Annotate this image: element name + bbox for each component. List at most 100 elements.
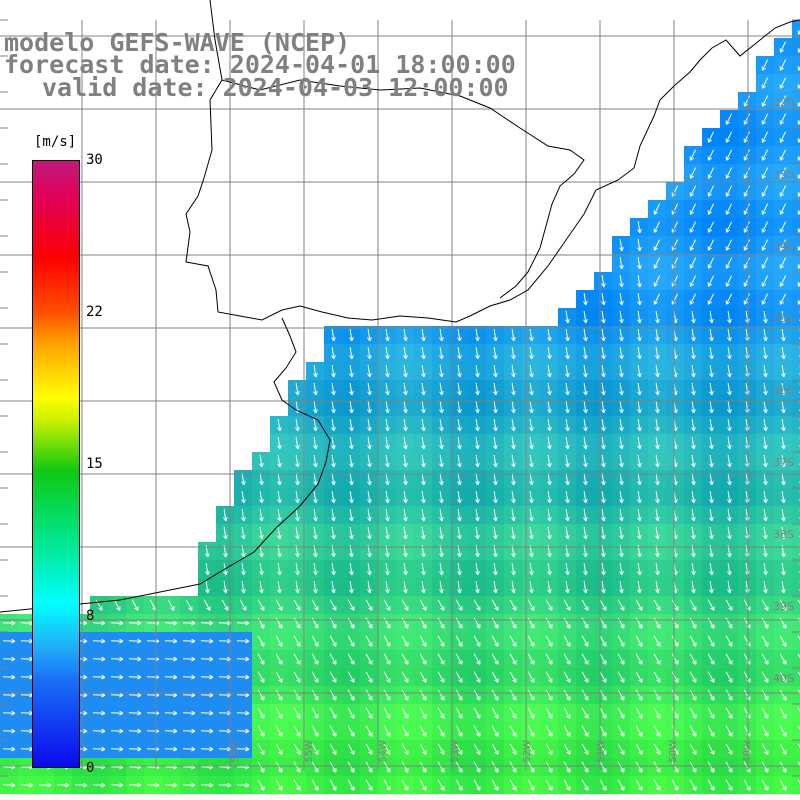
wind-arrow bbox=[653, 671, 661, 683]
wind-arrow bbox=[781, 383, 786, 396]
wind-arrow bbox=[491, 653, 499, 665]
wind-arrow bbox=[293, 743, 301, 755]
wind-arrow bbox=[617, 761, 625, 773]
wind-arrow bbox=[385, 455, 390, 468]
wind-arrow bbox=[277, 437, 282, 450]
wind-arrow bbox=[473, 599, 481, 611]
wind-arrow bbox=[725, 131, 733, 143]
wind-arrow bbox=[421, 491, 426, 504]
wind-arrow bbox=[419, 707, 427, 719]
wind-arrow bbox=[725, 779, 733, 791]
wind-arrow bbox=[439, 419, 444, 432]
wind-arrow bbox=[331, 491, 336, 504]
wind-arrow bbox=[182, 674, 196, 680]
wind-arrow bbox=[565, 473, 570, 486]
wind-arrow bbox=[637, 365, 642, 378]
wind-arrow bbox=[511, 365, 516, 378]
wind-arrow bbox=[293, 671, 301, 683]
wind-arrow bbox=[761, 671, 769, 683]
wind-arrow bbox=[439, 329, 444, 342]
wind-arrow bbox=[527, 761, 535, 773]
wind-arrow bbox=[725, 203, 733, 215]
wind-arrow bbox=[509, 761, 517, 773]
wind-arrow bbox=[581, 779, 589, 791]
wind-arrow bbox=[403, 329, 408, 342]
wind-arrow bbox=[583, 347, 588, 360]
wind-arrow bbox=[347, 761, 355, 773]
wind-arrow bbox=[637, 509, 642, 522]
wind-arrow bbox=[709, 563, 714, 576]
wind-arrow bbox=[385, 509, 390, 522]
wind-arrow bbox=[457, 329, 462, 342]
wind-speed-cell bbox=[792, 290, 800, 308]
wind-arrow bbox=[331, 329, 336, 342]
wind-arrow bbox=[259, 509, 264, 522]
wind-arrow bbox=[421, 365, 426, 378]
wind-arrow bbox=[727, 401, 732, 414]
wind-speed-cell bbox=[792, 56, 800, 74]
wind-arrow bbox=[637, 293, 642, 306]
wind-arrow bbox=[547, 509, 552, 522]
wind-arrow bbox=[601, 347, 606, 360]
wind-arrow bbox=[637, 221, 642, 234]
wind-arrow bbox=[743, 293, 751, 305]
wind-arrow bbox=[275, 743, 283, 755]
wind-arrow bbox=[727, 329, 732, 342]
wind-arrow bbox=[493, 527, 498, 540]
wind-arrow bbox=[547, 401, 552, 414]
wind-arrow bbox=[779, 635, 787, 647]
wind-arrow bbox=[475, 347, 480, 360]
wind-arrow bbox=[311, 617, 319, 629]
wind-arrow bbox=[385, 437, 390, 450]
wind-arrow bbox=[182, 710, 196, 716]
wind-arrow bbox=[619, 239, 624, 252]
wind-speed-cell bbox=[792, 650, 800, 668]
forecast-date: forecast date: 2024-04-01 18:00:00 bbox=[4, 50, 516, 79]
wind-arrow bbox=[457, 365, 462, 378]
wind-arrow bbox=[547, 491, 552, 504]
wind-arrow bbox=[545, 689, 553, 701]
wind-arrow bbox=[439, 473, 444, 486]
wind-arrow bbox=[295, 563, 300, 576]
wind-arrow bbox=[275, 653, 283, 665]
wind-arrow bbox=[419, 617, 427, 629]
wind-arrow bbox=[511, 347, 516, 360]
wind-arrow bbox=[599, 671, 607, 683]
wind-arrow bbox=[565, 383, 570, 396]
wind-arrow bbox=[421, 563, 426, 576]
wind-arrow bbox=[293, 635, 301, 647]
wind-arrow bbox=[365, 635, 373, 647]
wind-arrow bbox=[763, 581, 768, 594]
wind-arrow bbox=[725, 221, 733, 233]
wind-arrow bbox=[200, 692, 214, 698]
wind-arrow bbox=[367, 383, 372, 396]
wind-arrow bbox=[655, 581, 660, 594]
wind-arrow bbox=[437, 743, 445, 755]
wind-arrow bbox=[457, 473, 462, 486]
wind-arrow bbox=[781, 509, 786, 522]
wind-arrow bbox=[619, 257, 624, 270]
wind-arrow bbox=[653, 203, 661, 215]
wind-arrow bbox=[349, 473, 354, 486]
wind-arrow bbox=[797, 617, 800, 623]
wind-arrow bbox=[655, 437, 660, 450]
wind-arrow bbox=[655, 365, 660, 378]
wind-arrow bbox=[457, 347, 462, 360]
wind-arrow bbox=[761, 77, 769, 89]
wind-arrow bbox=[385, 563, 390, 576]
wind-arrow bbox=[164, 638, 178, 644]
wind-arrow bbox=[707, 275, 715, 287]
lat-label: 36S bbox=[773, 384, 794, 397]
wind-arrow bbox=[529, 509, 534, 522]
wind-arrow bbox=[583, 509, 588, 522]
wind-arrow bbox=[277, 527, 282, 540]
wind-arrow bbox=[725, 257, 733, 269]
wind-arrow bbox=[491, 617, 499, 629]
wind-arrow bbox=[493, 401, 498, 414]
wind-arrow bbox=[205, 563, 210, 576]
wind-arrow bbox=[797, 173, 800, 179]
wind-arrow bbox=[689, 167, 697, 179]
wind-arrow bbox=[347, 617, 355, 629]
wind-arrow bbox=[565, 455, 570, 468]
wind-arrow bbox=[637, 455, 642, 468]
